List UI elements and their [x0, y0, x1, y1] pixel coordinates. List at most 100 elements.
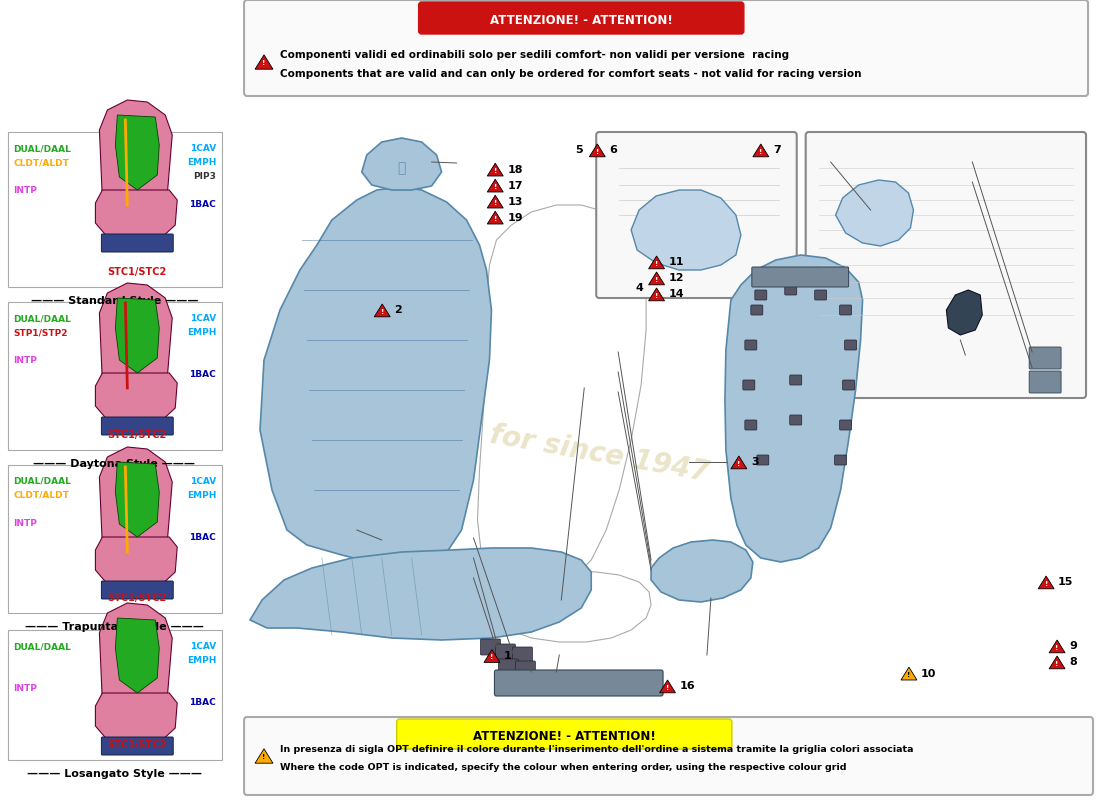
FancyBboxPatch shape	[790, 415, 802, 425]
FancyBboxPatch shape	[498, 659, 518, 675]
Polygon shape	[1049, 656, 1065, 669]
Text: STC1/STC2: STC1/STC2	[108, 267, 167, 277]
Text: DUAL/DAAL: DUAL/DAAL	[13, 642, 72, 651]
FancyBboxPatch shape	[495, 670, 663, 696]
Text: 1CAV: 1CAV	[190, 144, 216, 153]
Text: ——— Daytona Style ———: ——— Daytona Style ———	[33, 459, 196, 469]
FancyBboxPatch shape	[101, 581, 173, 599]
FancyBboxPatch shape	[835, 455, 847, 465]
FancyBboxPatch shape	[516, 661, 536, 677]
FancyBboxPatch shape	[513, 647, 532, 663]
Text: STC1/STC2: STC1/STC2	[108, 430, 167, 440]
Text: In presenza di sigla OPT definire il colore durante l'inserimento dell'ordine a : In presenza di sigla OPT definire il col…	[280, 746, 913, 754]
Text: 2: 2	[394, 306, 402, 315]
Text: 19: 19	[507, 213, 522, 222]
Text: 5: 5	[575, 146, 583, 155]
Polygon shape	[487, 195, 503, 208]
Text: 18: 18	[507, 165, 522, 174]
Polygon shape	[99, 447, 173, 562]
FancyBboxPatch shape	[1030, 347, 1062, 369]
Polygon shape	[487, 179, 503, 192]
Polygon shape	[255, 54, 273, 70]
Text: 4: 4	[636, 283, 644, 293]
Polygon shape	[96, 693, 177, 740]
Text: !: !	[654, 293, 658, 298]
Polygon shape	[484, 650, 499, 662]
Polygon shape	[651, 540, 752, 602]
Polygon shape	[96, 537, 177, 584]
Text: EMPH: EMPH	[187, 491, 216, 500]
FancyBboxPatch shape	[1030, 371, 1062, 393]
Text: CLDT/ALDT: CLDT/ALDT	[13, 158, 69, 167]
Text: STP1/STP2: STP1/STP2	[13, 328, 68, 337]
Text: !: !	[494, 168, 497, 174]
Text: 3: 3	[751, 458, 759, 467]
Text: !: !	[381, 309, 384, 314]
Polygon shape	[660, 680, 675, 693]
Polygon shape	[725, 255, 862, 562]
Polygon shape	[374, 304, 390, 317]
FancyBboxPatch shape	[805, 132, 1086, 398]
Text: ——— Standard Style ———: ——— Standard Style ———	[31, 296, 198, 306]
Polygon shape	[255, 749, 273, 763]
Text: a passion for since 1947: a passion for since 1947	[332, 393, 711, 487]
Text: !: !	[1056, 661, 1058, 666]
Text: 1CAV: 1CAV	[190, 477, 216, 486]
Polygon shape	[99, 603, 173, 718]
Text: !: !	[654, 277, 658, 282]
FancyBboxPatch shape	[745, 420, 757, 430]
Text: Where the code OPT is indicated, specify the colour when entering order, using t: Where the code OPT is indicated, specify…	[280, 763, 847, 773]
Text: EMPH: EMPH	[187, 656, 216, 665]
Text: 11: 11	[669, 258, 684, 267]
Text: 10: 10	[921, 669, 936, 678]
FancyBboxPatch shape	[244, 717, 1093, 795]
FancyBboxPatch shape	[8, 465, 222, 613]
Text: 9: 9	[1069, 642, 1077, 651]
FancyBboxPatch shape	[8, 132, 222, 287]
Text: 15: 15	[1058, 578, 1074, 587]
Text: 1CAV: 1CAV	[190, 642, 216, 651]
FancyBboxPatch shape	[843, 380, 855, 390]
Text: !: !	[737, 461, 740, 466]
Text: ATTENZIONE! - ATTENTION!: ATTENZIONE! - ATTENTION!	[490, 14, 672, 26]
Polygon shape	[649, 272, 664, 285]
Polygon shape	[590, 144, 605, 157]
Text: 7: 7	[773, 146, 781, 155]
Text: INTP: INTP	[13, 684, 37, 693]
Text: INTP: INTP	[13, 356, 37, 365]
Text: ——— Trapuntato Style ———: ——— Trapuntato Style ———	[25, 622, 204, 632]
Polygon shape	[631, 190, 741, 270]
Polygon shape	[752, 144, 769, 157]
Polygon shape	[250, 548, 591, 640]
Polygon shape	[99, 283, 173, 398]
FancyBboxPatch shape	[845, 340, 857, 350]
FancyBboxPatch shape	[784, 285, 796, 295]
Text: !: !	[263, 60, 265, 66]
Text: ——— Losangato Style ———: ——— Losangato Style ———	[26, 769, 202, 779]
FancyBboxPatch shape	[419, 2, 744, 34]
Text: 16: 16	[680, 682, 695, 691]
Polygon shape	[836, 180, 913, 246]
Text: !: !	[654, 261, 658, 266]
Text: STC1/STC2: STC1/STC2	[108, 593, 167, 603]
Text: 6: 6	[609, 146, 617, 155]
Text: 13: 13	[507, 197, 522, 206]
FancyBboxPatch shape	[745, 340, 757, 350]
Text: !: !	[908, 672, 911, 678]
FancyBboxPatch shape	[742, 380, 755, 390]
FancyBboxPatch shape	[101, 417, 173, 435]
Polygon shape	[96, 190, 177, 237]
FancyBboxPatch shape	[839, 305, 851, 315]
FancyBboxPatch shape	[755, 290, 767, 300]
Text: 8: 8	[1069, 658, 1077, 667]
Text: 1: 1	[504, 651, 512, 661]
FancyBboxPatch shape	[244, 0, 1088, 96]
Polygon shape	[116, 298, 160, 373]
FancyBboxPatch shape	[481, 639, 500, 655]
Text: DUAL/DAAL: DUAL/DAAL	[13, 477, 72, 486]
Text: CLDT/ALDT: CLDT/ALDT	[13, 491, 69, 500]
Text: DUAL/DAAL: DUAL/DAAL	[13, 144, 72, 153]
Text: !: !	[494, 216, 497, 222]
FancyBboxPatch shape	[815, 290, 827, 300]
Text: 1BAC: 1BAC	[189, 698, 216, 707]
